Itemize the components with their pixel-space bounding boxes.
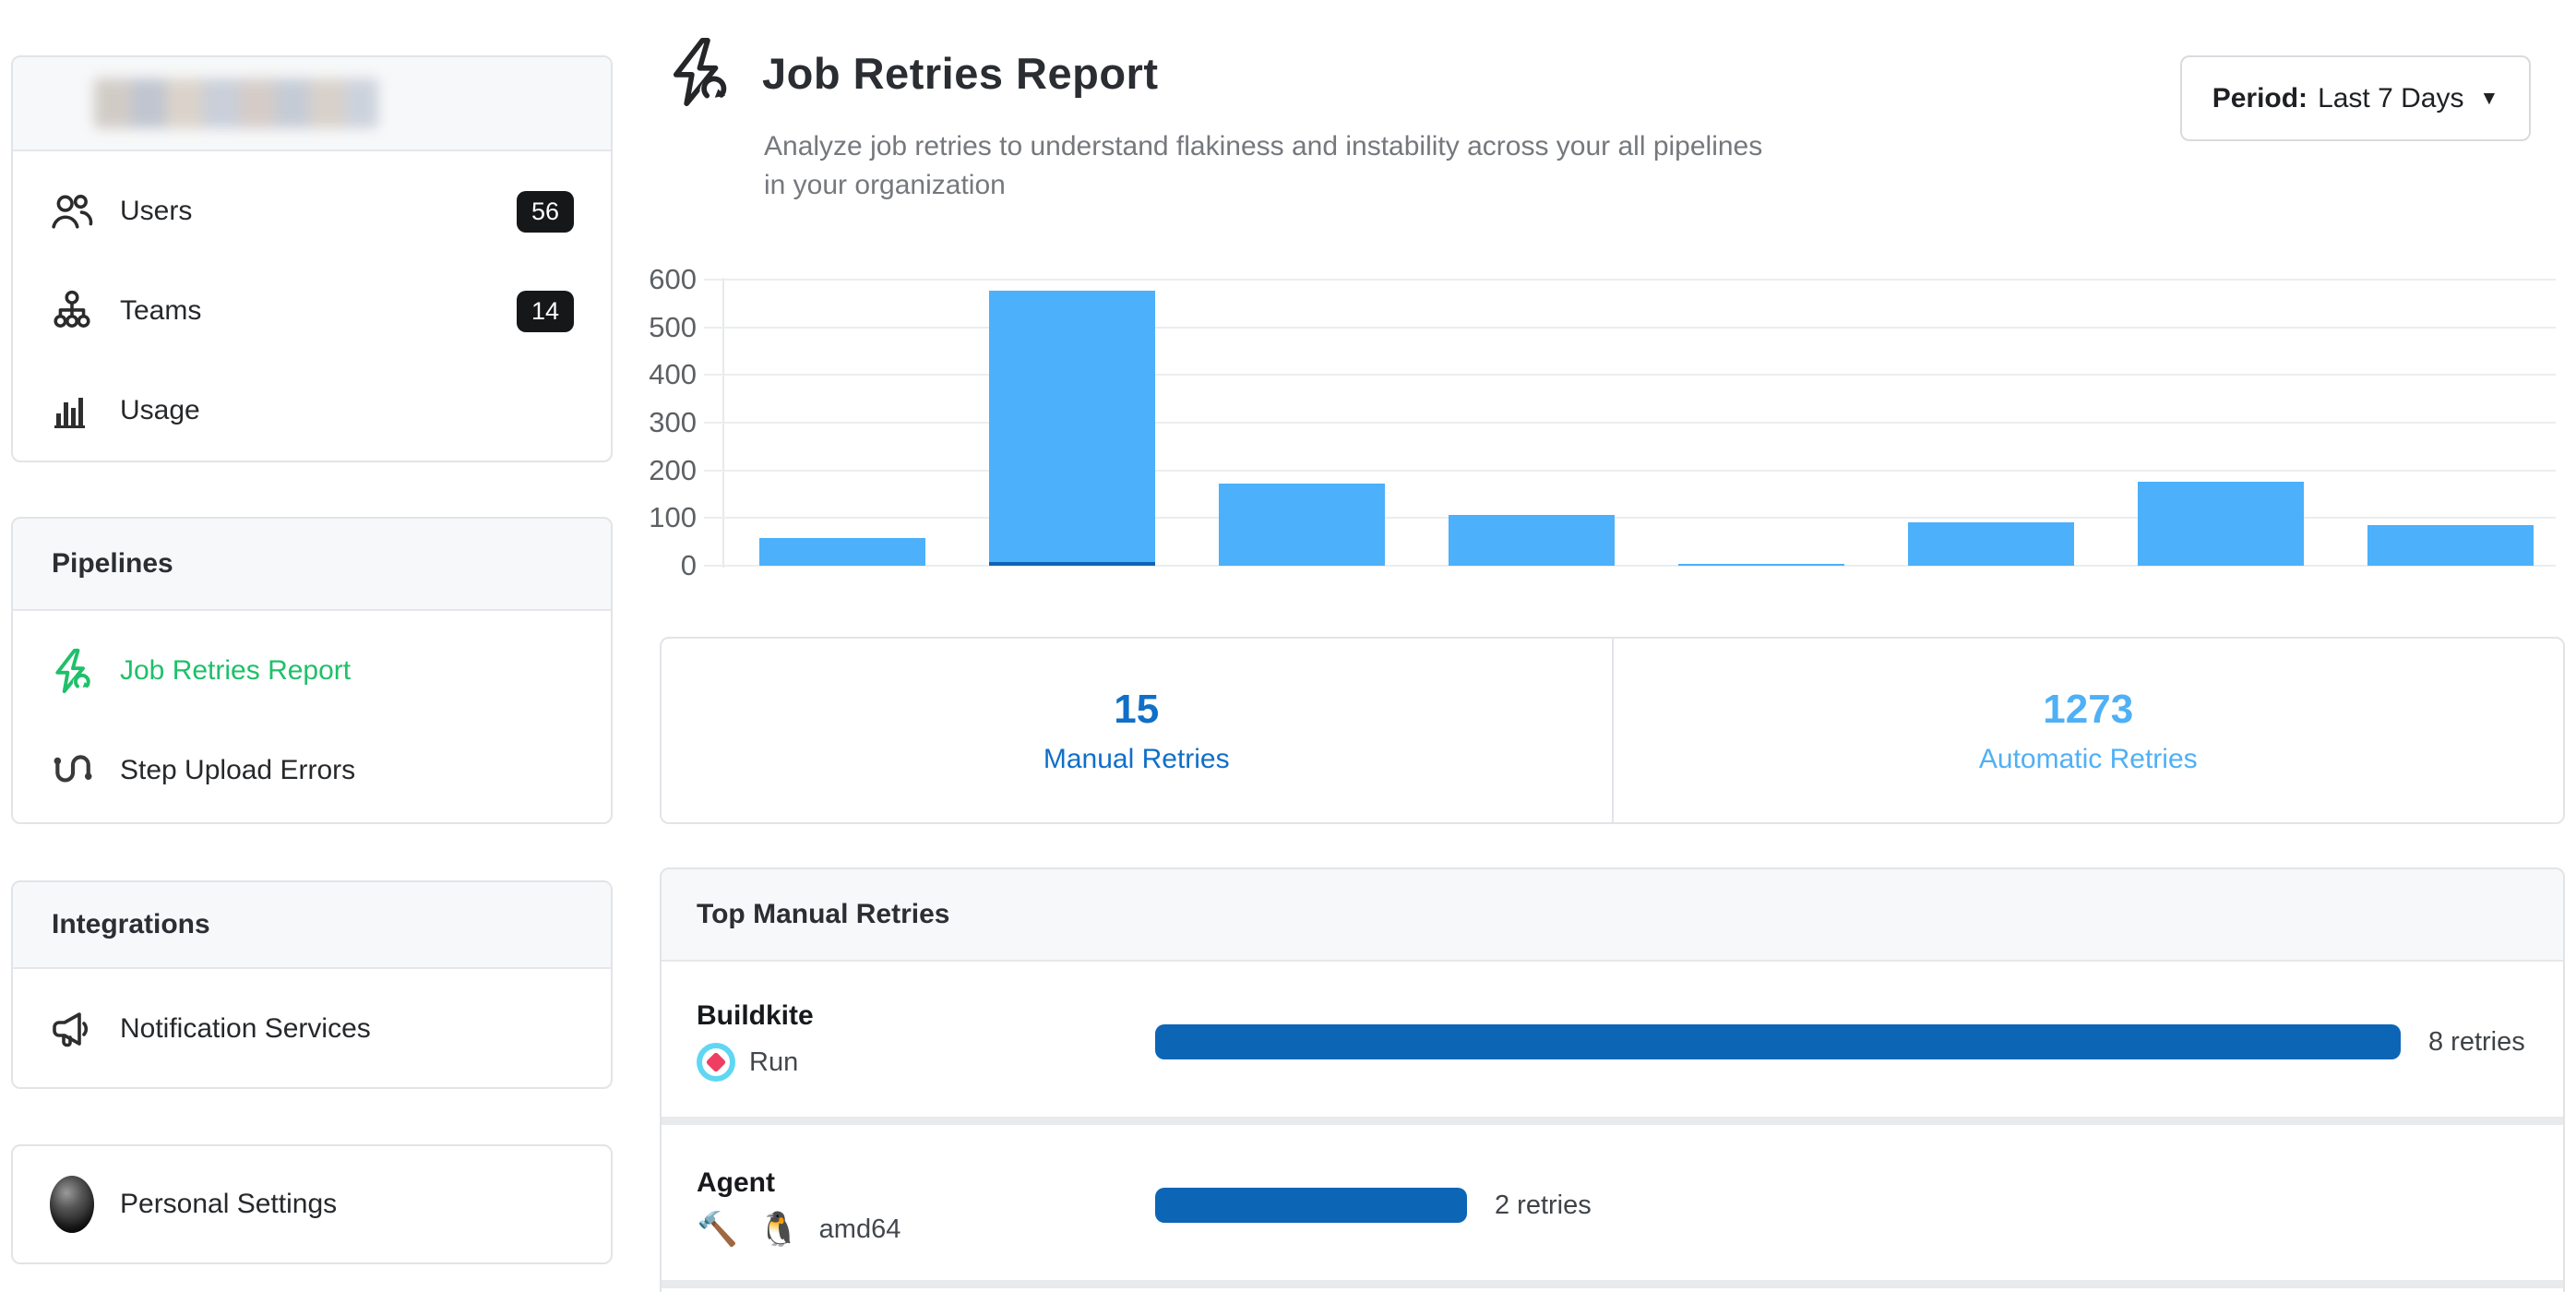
chart-bar (2367, 525, 2534, 566)
page-subtitle-line2: in your organization (764, 170, 1006, 200)
user-avatar (50, 1176, 94, 1233)
chart-ytick-label: 0 (680, 549, 697, 581)
sidebar-item-label: Users (120, 196, 193, 226)
sidebar-item-notification-services[interactable]: Notification Services (50, 991, 574, 1067)
usage-bar-chart-icon (50, 389, 94, 433)
pipelines-nav-list: Job Retries Report Step Upload Errors (13, 611, 611, 808)
personal-nav-list: Personal Settings (13, 1146, 611, 1262)
retry-count-bar (1155, 1188, 1467, 1223)
manual-retries-stat: 15 Manual Retries (662, 639, 1614, 822)
chart-bar (2138, 482, 2304, 566)
teams-icon (50, 289, 94, 333)
chart-ytick-label: 500 (649, 310, 697, 343)
row-separator (662, 1280, 2563, 1288)
retry-pipeline-name: amd64 (818, 1214, 901, 1244)
top-retry-row-buildkite: Buildkite Run 8 retries (662, 962, 2563, 1117)
megaphone-icon (50, 1007, 94, 1051)
teams-count-badge: 14 (516, 290, 574, 332)
sidebar-item-label: Step Upload Errors (120, 755, 356, 785)
sidebar-item-step-upload-errors[interactable]: Step Upload Errors (50, 733, 574, 808)
job-retries-bolt-icon-large (664, 35, 733, 109)
chevron-down-icon: ▼ (2479, 87, 2499, 109)
retry-group-name: Buildkite (697, 1000, 814, 1031)
chart-gridline (704, 565, 2556, 567)
page-subtitle: Analyze job retries to understand flakin… (764, 127, 1762, 205)
sidebar-item-label: Teams (120, 295, 202, 326)
sidebar-item-label: Notification Services (120, 1013, 371, 1044)
sidebar-org-card: Users 56 Teams 14 (11, 55, 613, 462)
chart-ytick-label: 600 (649, 263, 697, 295)
pipelines-section-header: Pipelines (13, 519, 611, 611)
sidebar-pipelines-card: Pipelines Job Retries Report (11, 517, 613, 824)
chart-bar (1908, 522, 2074, 566)
sidebar-integrations-card: Integrations Notification Services (11, 880, 613, 1089)
retry-count-bar (1155, 1024, 2401, 1059)
chart-gridline (704, 517, 2556, 520)
chart-ytick-label: 200 (649, 453, 697, 486)
chart-gridline (704, 374, 2556, 377)
sidebar-item-label-active: Job Retries Report (120, 655, 352, 686)
retry-group-name: Agent (697, 1167, 775, 1198)
top-manual-retries-header: Top Manual Retries (662, 869, 2563, 962)
sidebar-item-users[interactable]: Users 56 (50, 173, 574, 249)
top-retry-row-agent: Agent 🔨 🐧 amd64 2 retries (662, 1125, 2563, 1280)
chart-ytick-label: 300 (649, 406, 697, 438)
retries-bar-chart: 600 500 400 300 200 100 0 (649, 263, 2556, 581)
retry-count-label: 8 retries (2428, 1027, 2525, 1057)
chart-bar-manual-segment (989, 562, 1155, 566)
org-card-header (13, 57, 611, 151)
sidebar-item-personal-settings[interactable]: Personal Settings (50, 1146, 574, 1262)
page-title: Job Retries Report (762, 49, 1159, 98)
chart-ytick-label: 400 (649, 358, 697, 391)
org-nav-list: Users 56 Teams 14 (13, 151, 611, 449)
chart-bar (1678, 564, 1844, 566)
integrations-nav-list: Notification Services (13, 969, 611, 1067)
retries-stats-card: 15 Manual Retries 1273 Automatic Retries (660, 637, 2565, 824)
chart-bar (1449, 515, 1615, 566)
chart-gridline (704, 422, 2556, 424)
retry-pipeline-line: Run (697, 1043, 798, 1082)
period-dropdown-button[interactable]: Period: Last 7 Days ▼ (2180, 55, 2531, 141)
sidebar-item-teams[interactable]: Teams 14 (50, 273, 574, 349)
chart-bar (1219, 484, 1385, 566)
sidebar-item-label: Personal Settings (120, 1189, 338, 1219)
chart-bar (759, 538, 925, 566)
automatic-retries-link[interactable]: Automatic Retries (1978, 743, 2198, 774)
top-manual-retries-card: Top Manual Retries Buildkite Run 8 retri… (660, 867, 2565, 1292)
users-count-badge: 56 (516, 190, 574, 233)
chart-gridline (704, 469, 2556, 472)
sidebar-item-job-retries-report[interactable]: Job Retries Report (50, 633, 574, 709)
step-upload-errors-icon (50, 748, 94, 793)
manual-retries-link[interactable]: Manual Retries (1043, 743, 1230, 774)
retry-count-label: 2 retries (1495, 1190, 1592, 1220)
chart-gridline (704, 326, 2556, 329)
automatic-retries-value: 1273 (2043, 686, 2134, 732)
buildkite-heart-pipeline-icon (697, 1043, 735, 1082)
page-subtitle-line1: Analyze job retries to understand flakin… (764, 131, 1763, 162)
manual-retries-value: 15 (1114, 686, 1160, 732)
hammer-penguin-emoji-icons: 🔨 🐧 (697, 1210, 805, 1248)
integrations-section-header: Integrations (13, 882, 611, 969)
org-logo-redacted (94, 78, 378, 128)
chart-gridline (704, 279, 2556, 281)
chart-bar (989, 291, 1155, 562)
period-label: Period: (2212, 82, 2308, 114)
users-icon (50, 189, 94, 233)
sidebar-item-label: Usage (120, 395, 200, 425)
period-value: Last 7 Days (2318, 82, 2464, 114)
retry-pipeline-line: 🔨 🐧 amd64 (697, 1210, 900, 1249)
retry-pipeline-name: Run (749, 1047, 799, 1077)
sidebar-item-usage[interactable]: Usage (50, 373, 574, 449)
sidebar-personal-card: Personal Settings (11, 1144, 613, 1264)
row-separator (662, 1117, 2563, 1125)
chart-ytick-label: 100 (649, 501, 697, 534)
automatic-retries-stat: 1273 Automatic Retries (1614, 639, 2564, 822)
job-retries-bolt-icon (50, 648, 94, 694)
